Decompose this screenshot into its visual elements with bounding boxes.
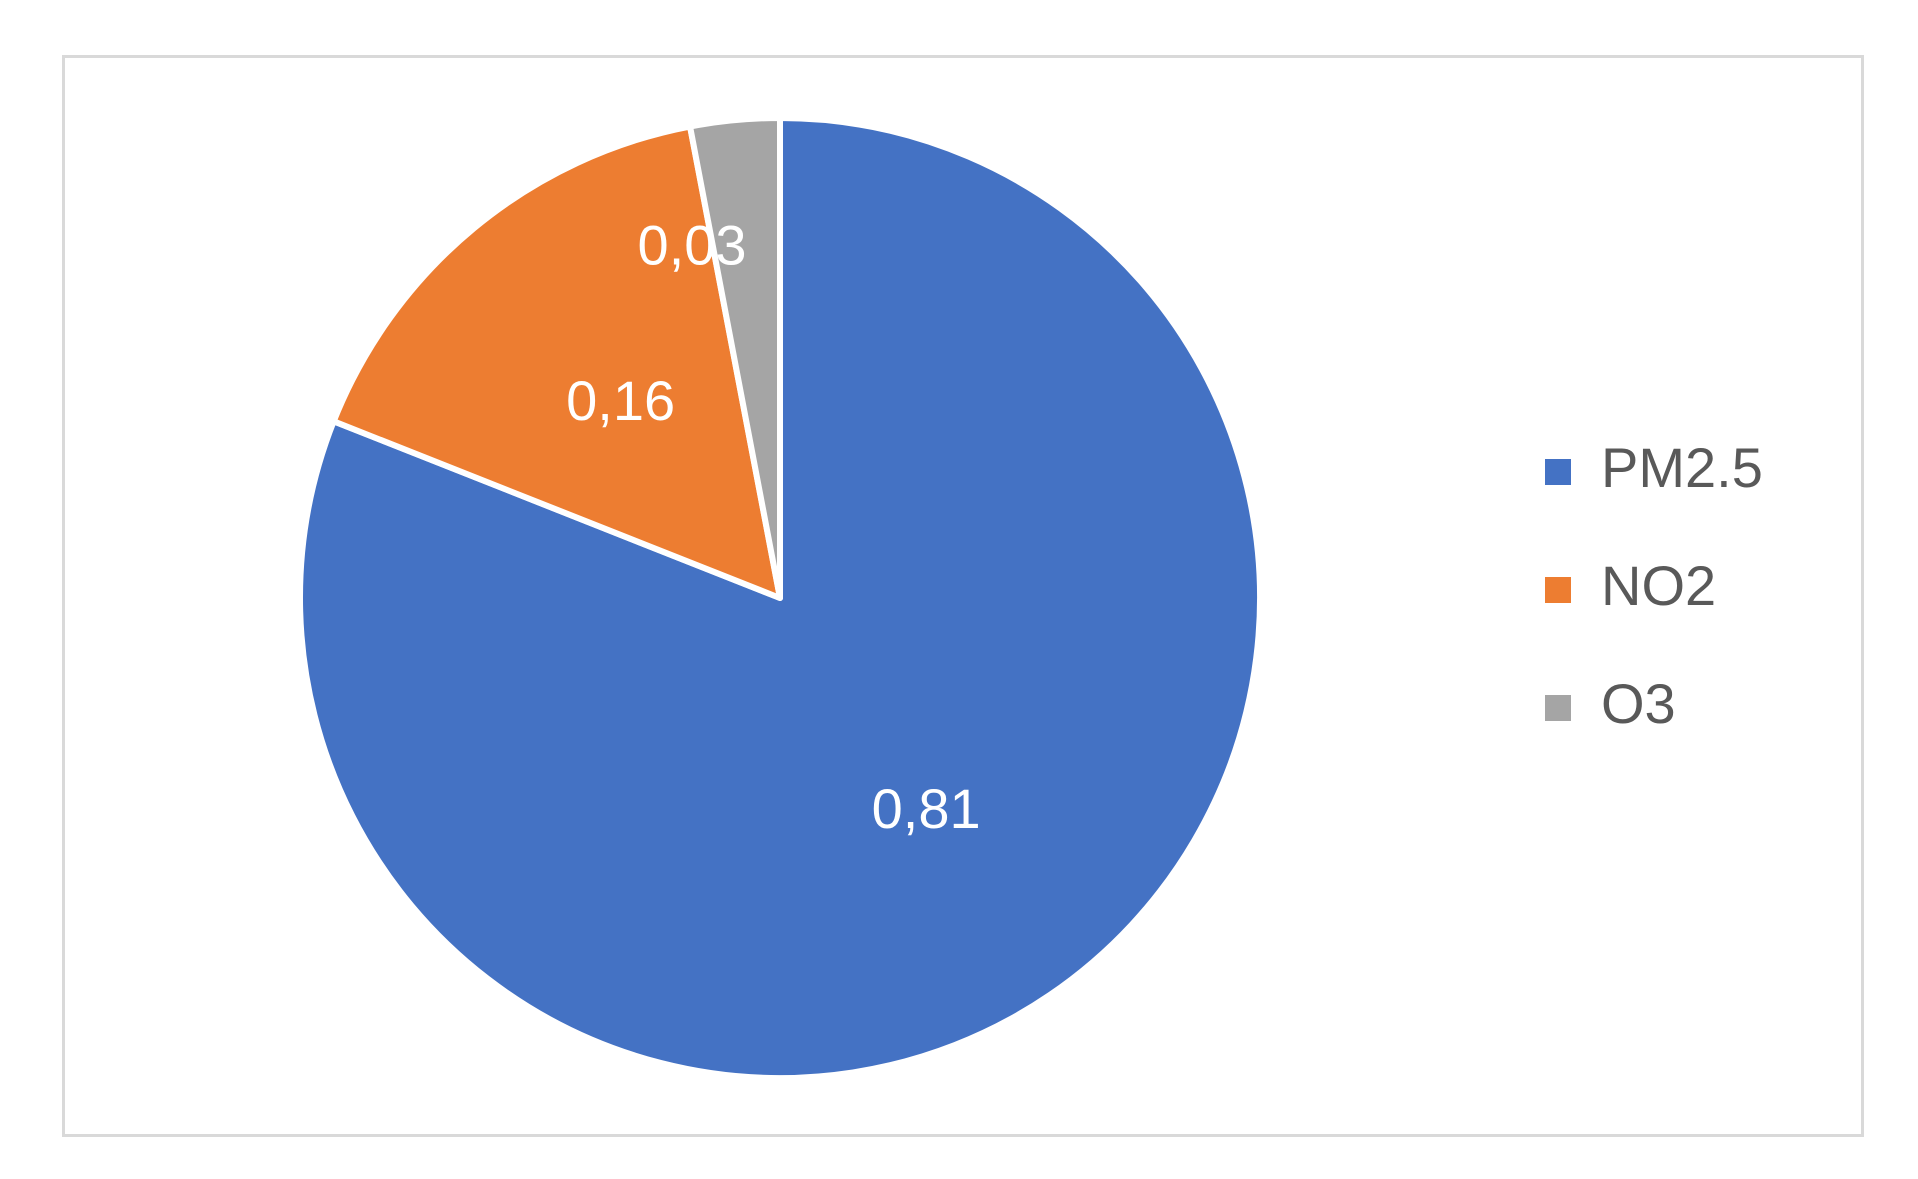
pie-slice-o3 xyxy=(687,115,783,601)
legend-swatch-o3 xyxy=(1545,695,1571,721)
pie-slice-pm2-5 xyxy=(297,115,1263,1081)
legend-label-no2: NO2 xyxy=(1601,554,1716,617)
legend-swatch-no2 xyxy=(1545,577,1571,603)
data-label-pm2-5: 0,81 xyxy=(872,777,981,840)
legend-label-pm2-5: PM2.5 xyxy=(1601,436,1763,499)
legend-swatch-pm2-5 xyxy=(1545,459,1571,485)
legend-label-o3: O3 xyxy=(1601,672,1676,735)
data-label-o3: 0,03 xyxy=(638,213,747,276)
data-label-no2: 0,16 xyxy=(566,369,675,432)
data-labels: 0,81 0,16 0,03 xyxy=(566,213,980,839)
pie-slice-no2 xyxy=(330,123,783,601)
legend: PM2.5 NO2 O3 xyxy=(1545,436,1763,735)
pie-slices xyxy=(297,115,1263,1081)
